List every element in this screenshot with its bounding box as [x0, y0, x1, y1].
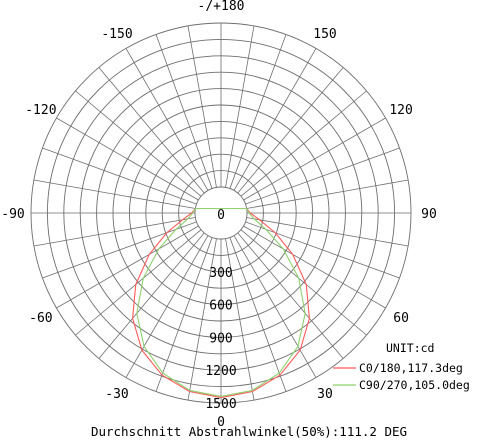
grid-spoke	[246, 179, 409, 209]
grid-spoke	[225, 238, 255, 401]
angle-label: -150	[101, 27, 132, 42]
angle-label: 120	[389, 103, 412, 118]
radial-tick-label: 1200	[205, 364, 236, 379]
grid-spoke	[240, 229, 367, 336]
intensity-curves	[132, 207, 310, 399]
grid-spoke	[237, 67, 344, 194]
grid-spoke	[33, 217, 196, 247]
radial-tick-label: 1500	[205, 397, 236, 412]
angle-label: -/+180	[198, 0, 245, 14]
legend-label-c90-270: C90/270,105.0deg	[359, 378, 470, 392]
grid-spoke	[233, 235, 317, 378]
grid-spoke	[98, 232, 205, 359]
angle-label: 150	[313, 27, 336, 42]
grid-spoke	[125, 235, 209, 378]
grid-spoke	[75, 229, 202, 336]
angle-label: -120	[25, 103, 56, 118]
radial-tick-label: 300	[209, 266, 232, 281]
grid-spoke	[56, 225, 199, 309]
curve-series-1	[136, 207, 306, 398]
grid-spoke	[42, 147, 197, 205]
radial-tick-label: 600	[209, 299, 232, 314]
grid-spoke	[56, 117, 199, 201]
angle-label: -90	[1, 207, 24, 222]
grid-spoke	[155, 34, 213, 189]
grid-spoke	[229, 237, 287, 392]
grid-spoke	[237, 232, 344, 359]
unit-label: UNIT:cd	[386, 341, 434, 355]
angle-label: 30	[317, 387, 333, 402]
grid-spoke	[233, 48, 317, 191]
angle-label: -30	[105, 387, 128, 402]
beam-angle-caption: Durchschnitt Abstrahlwinkel(50%):111.2 D…	[91, 424, 407, 439]
grid-spoke	[243, 225, 386, 309]
grid-spoke	[98, 67, 205, 194]
grid-spoke	[229, 34, 287, 189]
grid-spoke	[42, 221, 197, 279]
grid-spoke	[33, 179, 196, 209]
grid-spoke	[246, 217, 409, 247]
grid-spoke	[243, 117, 386, 201]
grid-spoke	[225, 25, 255, 188]
grid-spoke	[125, 48, 209, 191]
angle-label: 60	[393, 311, 409, 326]
grid-spoke	[187, 25, 217, 188]
grid-spoke	[75, 90, 202, 197]
axis-labels: 030060090012001500-/+1801501209060300-30…	[1, 0, 437, 430]
grid-spoke	[155, 237, 213, 392]
radial-tick-label: 900	[209, 331, 232, 346]
polar-grid	[30, 22, 412, 404]
grid-spoke	[240, 90, 367, 197]
angle-label: 90	[421, 207, 437, 222]
angle-label: -60	[29, 311, 52, 326]
grid-spoke	[245, 147, 400, 205]
grid-spoke	[245, 221, 400, 279]
grid-spoke	[187, 238, 217, 401]
radial-tick-label: 0	[217, 208, 225, 223]
angle-label: 0	[217, 415, 225, 430]
legend-label-c0-180: C0/180,117.3deg	[359, 361, 463, 375]
